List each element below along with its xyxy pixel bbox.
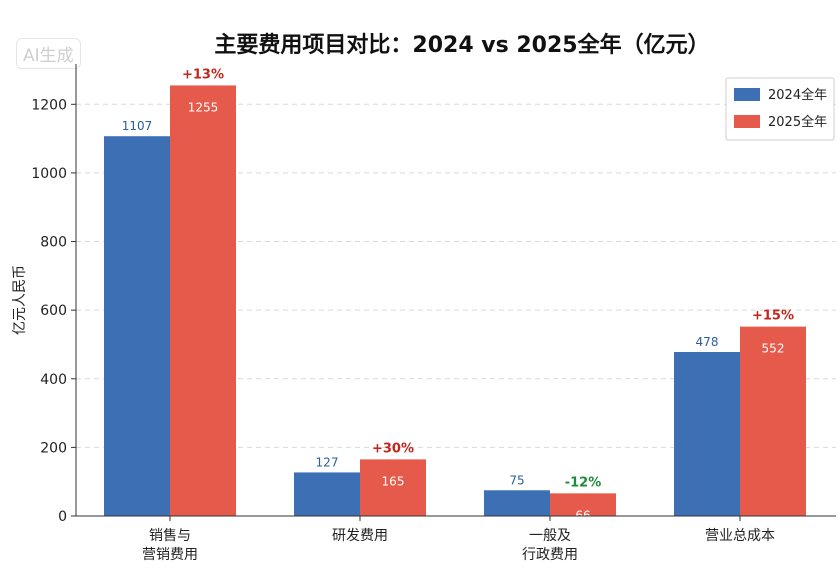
bar-2025 [170,85,236,516]
data-label-2025: 552 [762,342,785,356]
bar-2024 [294,472,360,516]
y-tick-label: 0 [58,509,67,525]
bar-2024 [484,490,550,516]
y-axis: 0 200 400 600 800 1000 1200 [31,64,77,525]
bars: 1107 1255 +13% 127 165 +30% 75 66 -12% 478 552 +15% [104,67,806,522]
data-label-2025: 1255 [188,100,219,114]
x-tick-label: 营业总成本 [705,528,775,544]
data-label-2024: 75 [509,473,524,487]
bar-2025 [550,493,616,516]
legend-swatch-2024 [734,88,760,101]
data-label-2024: 1107 [122,119,153,133]
x-tick-label: 研发费用 [332,528,388,544]
y-tick-label: 600 [40,303,67,319]
change-label: -12% [565,475,602,490]
bar-2025 [360,459,426,516]
data-label-2025: 165 [382,474,405,488]
y-axis-label: 亿元人民币 [12,265,28,335]
y-tick-label: 1000 [31,166,67,182]
change-label: +30% [372,441,414,456]
ai-generated-watermark: AI生成 [16,38,81,69]
bar-2024 [104,136,170,516]
y-tick-label: 400 [40,372,67,388]
change-label: +13% [182,67,224,82]
chart-title: 主要费用项目对比：2024 vs 2025全年（亿元） [214,32,709,58]
legend: 2024全年 2025全年 [725,77,835,141]
x-tick-label: 行政费用 [522,547,578,563]
legend-swatch-2025 [734,115,760,128]
y-tick-label: 800 [40,235,67,251]
x-tick-label: 一般及 [529,528,571,544]
bar-2024 [674,352,740,516]
legend-label-2025: 2025全年 [768,114,827,130]
y-tick-label: 1200 [31,97,67,113]
data-label-2024: 478 [696,335,719,349]
change-label: +15% [752,309,794,324]
x-tick-label: 销售与 [149,528,191,544]
data-label-2024: 127 [316,455,339,469]
x-tick-label: 营销费用 [142,547,198,563]
legend-label-2024: 2024全年 [768,87,827,103]
data-label-2025: 66 [575,508,590,522]
y-tick-label: 200 [40,440,67,456]
bar-2025 [740,326,806,516]
